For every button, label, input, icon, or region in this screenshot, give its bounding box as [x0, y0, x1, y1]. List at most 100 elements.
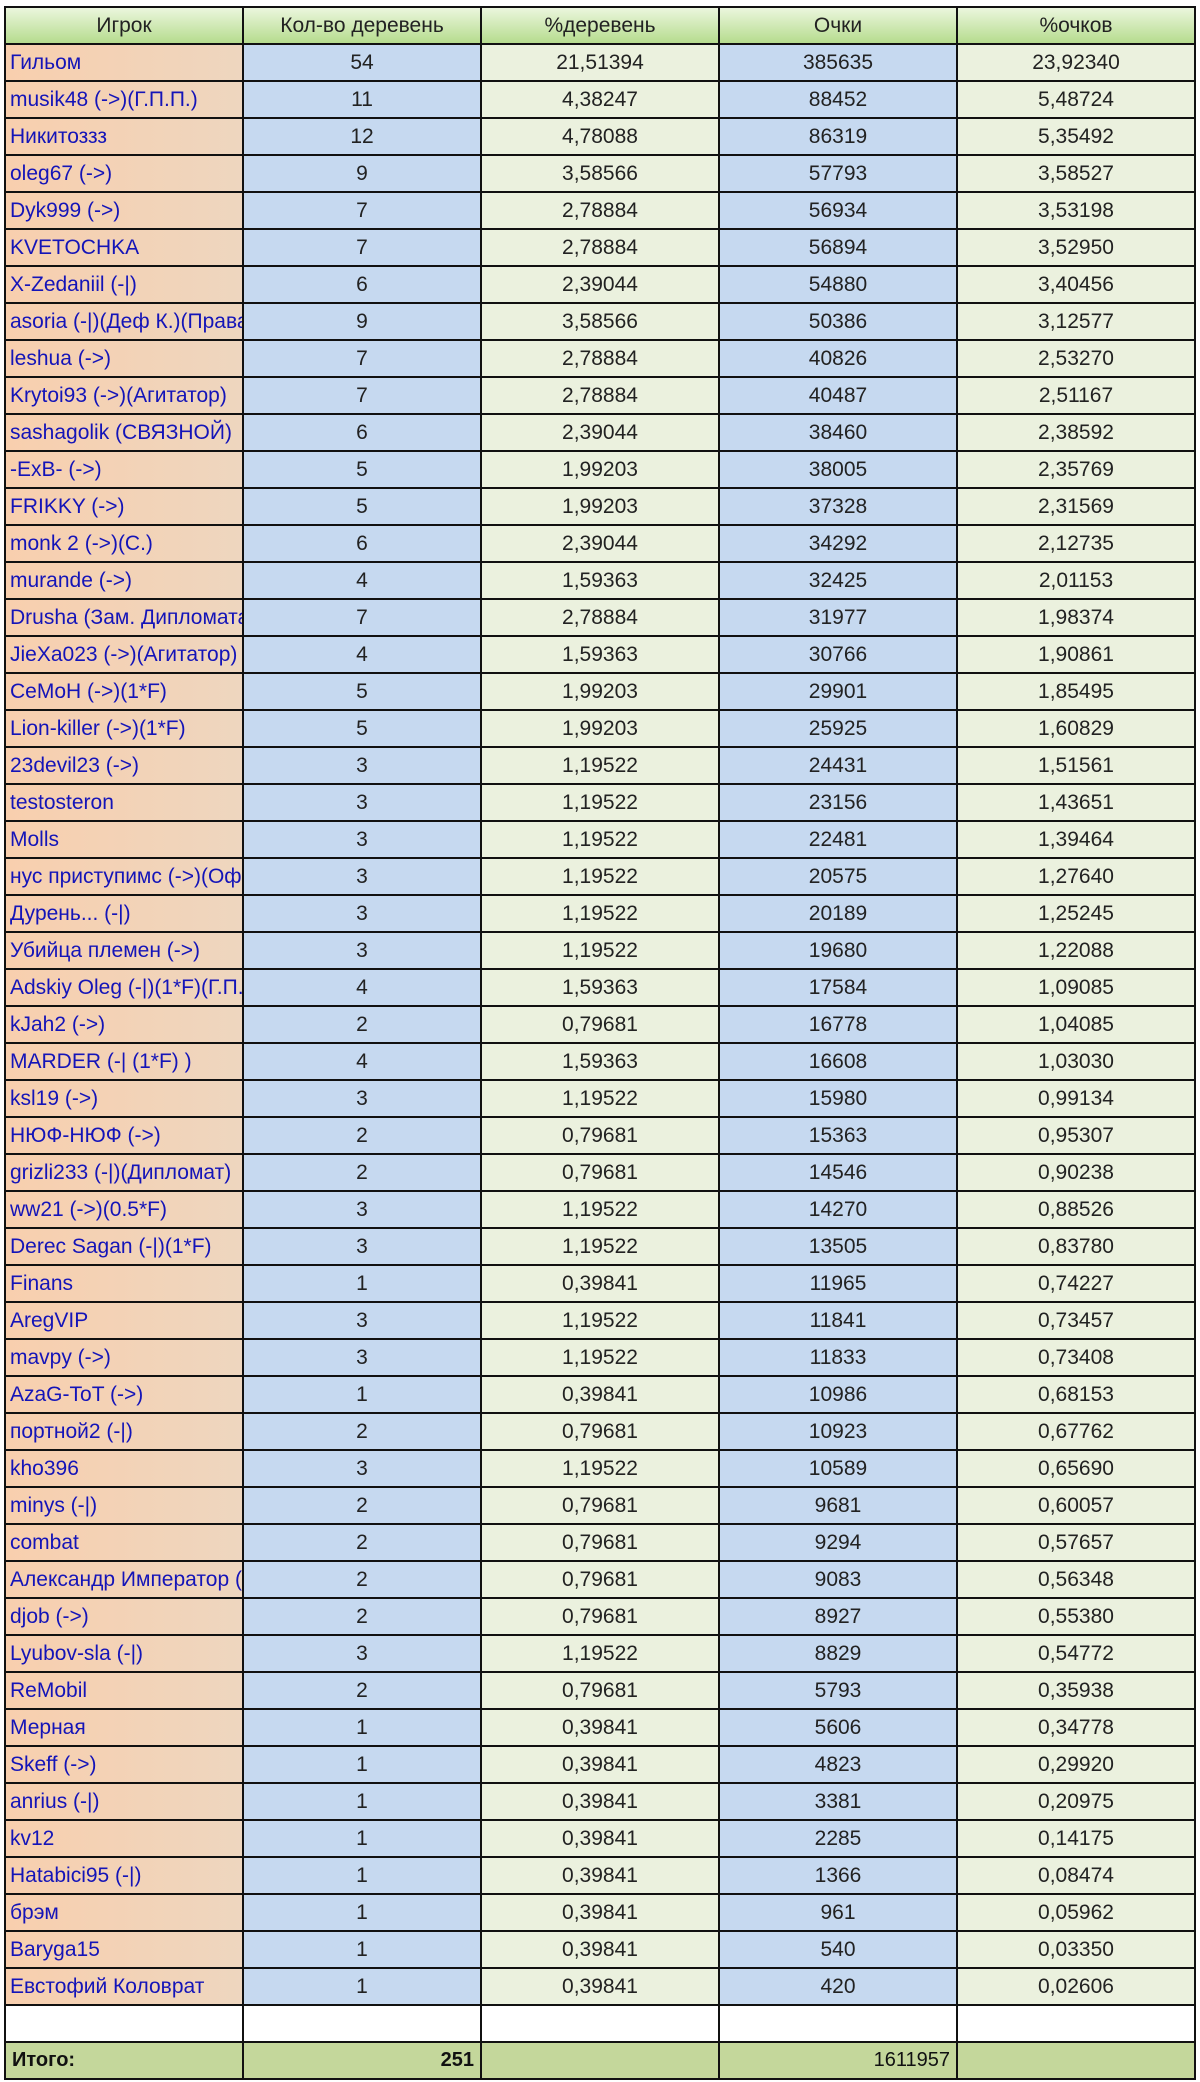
points-cell[interactable]: 31977	[718, 598, 958, 637]
villages-percent-cell[interactable]: 0,39841	[480, 1893, 720, 1932]
points-cell[interactable]: 56934	[718, 191, 958, 230]
points-cell[interactable]: 11841	[718, 1301, 958, 1340]
villages-cell[interactable]: 1	[242, 1856, 482, 1895]
player-name-cell[interactable]: kho396	[4, 1449, 244, 1488]
villages-percent-cell[interactable]: 1,19522	[480, 1190, 720, 1229]
player-name-cell[interactable]: ReMobil	[4, 1671, 244, 1710]
points-cell[interactable]: 40487	[718, 376, 958, 415]
total-villages[interactable]: 251	[242, 2041, 482, 2080]
points-cell[interactable]: 16608	[718, 1042, 958, 1081]
player-name-cell[interactable]: combat	[4, 1523, 244, 1562]
points-percent-cell[interactable]: 2,12735	[956, 524, 1196, 563]
points-percent-cell[interactable]: 1,98374	[956, 598, 1196, 637]
player-name-cell[interactable]: asoria (-|)(Деф К.)(Правая рука)	[4, 302, 244, 341]
points-percent-cell[interactable]: 1,39464	[956, 820, 1196, 859]
villages-percent-cell[interactable]: 1,59363	[480, 635, 720, 674]
villages-percent-cell[interactable]: 0,39841	[480, 1264, 720, 1303]
points-percent-cell[interactable]: 5,35492	[956, 117, 1196, 156]
points-cell[interactable]: 3381	[718, 1782, 958, 1821]
points-percent-cell[interactable]: 0,68153	[956, 1375, 1196, 1414]
villages-cell[interactable]: 3	[242, 1449, 482, 1488]
villages-percent-cell[interactable]: 4,38247	[480, 80, 720, 119]
villages-cell[interactable]: 5	[242, 672, 482, 711]
villages-percent-cell[interactable]: 1,19522	[480, 746, 720, 785]
villages-percent-cell[interactable]: 0,79681	[480, 1412, 720, 1451]
points-percent-cell[interactable]: 0,83780	[956, 1227, 1196, 1266]
villages-percent-cell[interactable]: 0,79681	[480, 1597, 720, 1636]
points-percent-cell[interactable]: 0,02606	[956, 1967, 1196, 2006]
points-cell[interactable]: 15980	[718, 1079, 958, 1118]
player-name-cell[interactable]: JieXa023 (->)(Агитатор)	[4, 635, 244, 674]
player-name-cell[interactable]: Lion-killer (->)(1*F)	[4, 709, 244, 748]
points-percent-cell[interactable]: 3,40456	[956, 265, 1196, 304]
points-percent-cell[interactable]: 1,04085	[956, 1005, 1196, 1044]
villages-percent-cell[interactable]: 0,79681	[480, 1005, 720, 1044]
villages-percent-cell[interactable]: 1,19522	[480, 1449, 720, 1488]
points-percent-cell[interactable]: 1,03030	[956, 1042, 1196, 1081]
villages-cell[interactable]: 3	[242, 1338, 482, 1377]
points-cell[interactable]: 15363	[718, 1116, 958, 1155]
points-cell[interactable]: 34292	[718, 524, 958, 563]
villages-percent-cell[interactable]: 2,39044	[480, 265, 720, 304]
villages-percent-cell[interactable]: 2,78884	[480, 376, 720, 415]
points-percent-cell[interactable]: 1,43651	[956, 783, 1196, 822]
player-name-cell[interactable]: Александр Император (->)	[4, 1560, 244, 1599]
villages-percent-cell[interactable]: 1,19522	[480, 857, 720, 896]
points-percent-cell[interactable]: 3,53198	[956, 191, 1196, 230]
points-percent-cell[interactable]: 0,90238	[956, 1153, 1196, 1192]
villages-cell[interactable]: 5	[242, 487, 482, 526]
villages-percent-cell[interactable]: 1,99203	[480, 672, 720, 711]
player-name-cell[interactable]: CeMoH (->)(1*F)	[4, 672, 244, 711]
points-percent-cell[interactable]: 1,90861	[956, 635, 1196, 674]
points-percent-cell[interactable]: 3,52950	[956, 228, 1196, 267]
points-percent-cell[interactable]: 1,25245	[956, 894, 1196, 933]
villages-cell[interactable]: 1	[242, 1893, 482, 1932]
points-cell[interactable]: 22481	[718, 820, 958, 859]
villages-percent-cell[interactable]: 1,99203	[480, 450, 720, 489]
player-name-cell[interactable]: Dyk999 (->)	[4, 191, 244, 230]
points-cell[interactable]: 2285	[718, 1819, 958, 1858]
player-name-cell[interactable]: Derec Sagan (-|)(1*F)	[4, 1227, 244, 1266]
points-cell[interactable]: 385635	[718, 43, 958, 82]
villages-percent-cell[interactable]: 1,19522	[480, 1338, 720, 1377]
villages-cell[interactable]: 7	[242, 598, 482, 637]
points-percent-cell[interactable]: 0,65690	[956, 1449, 1196, 1488]
player-name-cell[interactable]: grizli233 (-|)(Дипломат)	[4, 1153, 244, 1192]
points-cell[interactable]: 40826	[718, 339, 958, 378]
blank-cell[interactable]	[242, 2004, 482, 2043]
points-percent-cell[interactable]: 1,22088	[956, 931, 1196, 970]
points-cell[interactable]: 54880	[718, 265, 958, 304]
villages-cell[interactable]: 6	[242, 524, 482, 563]
villages-cell[interactable]: 7	[242, 376, 482, 415]
points-percent-cell[interactable]: 0,34778	[956, 1708, 1196, 1747]
villages-percent-cell[interactable]: 2,78884	[480, 339, 720, 378]
points-cell[interactable]: 1366	[718, 1856, 958, 1895]
player-name-cell[interactable]: Мерная	[4, 1708, 244, 1747]
villages-percent-cell[interactable]: 1,59363	[480, 968, 720, 1007]
villages-percent-cell[interactable]: 3,58566	[480, 302, 720, 341]
player-name-cell[interactable]: testosteron	[4, 783, 244, 822]
villages-cell[interactable]: 2	[242, 1005, 482, 1044]
villages-percent-cell[interactable]: 1,19522	[480, 783, 720, 822]
points-percent-cell[interactable]: 0,55380	[956, 1597, 1196, 1636]
villages-cell[interactable]: 3	[242, 1190, 482, 1229]
villages-cell[interactable]: 11	[242, 80, 482, 119]
player-name-cell[interactable]: anrius (-|)	[4, 1782, 244, 1821]
player-name-cell[interactable]: Skeff (->)	[4, 1745, 244, 1784]
villages-cell[interactable]: 2	[242, 1560, 482, 1599]
villages-percent-cell[interactable]: 1,19522	[480, 1301, 720, 1340]
player-name-cell[interactable]: Убийца племен (->)	[4, 931, 244, 970]
villages-percent-cell[interactable]: 4,78088	[480, 117, 720, 156]
player-name-cell[interactable]: kv12	[4, 1819, 244, 1858]
player-name-cell[interactable]: AregVIP	[4, 1301, 244, 1340]
points-percent-cell[interactable]: 0,67762	[956, 1412, 1196, 1451]
points-percent-cell[interactable]: 0,95307	[956, 1116, 1196, 1155]
villages-percent-cell[interactable]: 2,78884	[480, 191, 720, 230]
points-cell[interactable]: 8927	[718, 1597, 958, 1636]
points-cell[interactable]: 56894	[718, 228, 958, 267]
player-name-cell[interactable]: Krytoi93 (->)(Агитатор)	[4, 376, 244, 415]
points-cell[interactable]: 5793	[718, 1671, 958, 1710]
points-cell[interactable]: 86319	[718, 117, 958, 156]
player-name-cell[interactable]: брэм	[4, 1893, 244, 1932]
villages-cell[interactable]: 6	[242, 413, 482, 452]
